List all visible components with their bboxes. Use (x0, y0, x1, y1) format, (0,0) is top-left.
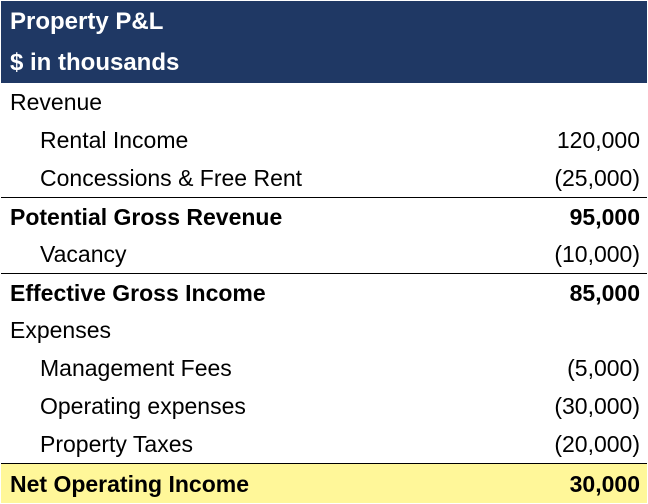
row-label: Effective Gross Income (10, 280, 266, 306)
section-row-revenue: Revenue (1, 83, 647, 121)
row-label: Rental Income (40, 127, 189, 153)
row-value: 30,000 (569, 471, 640, 497)
line-item-property-taxes: Property Taxes (20,000) (1, 425, 647, 463)
row-label: Potential Gross Revenue (10, 204, 283, 230)
table-header: Property P&L $ in thousands (1, 1, 647, 83)
row-value: 120,000 (556, 127, 640, 153)
row-label: Net Operating Income (10, 471, 249, 497)
section-row-expenses: Expenses (1, 311, 647, 349)
subtotal-row-potential-gross-revenue: Potential Gross Revenue 95,000 (1, 197, 647, 235)
line-item-rental-income: Rental Income 120,000 (1, 121, 647, 159)
table-title: Property P&L (10, 8, 164, 35)
subtotal-row-effective-gross-income: Effective Gross Income 85,000 (1, 273, 647, 311)
row-value: (20,000) (554, 431, 640, 457)
row-label: Vacancy (40, 241, 127, 267)
row-label: Management Fees (40, 355, 232, 381)
row-value: 85,000 (569, 280, 640, 306)
total-row-net-operating-income: Net Operating Income 30,000 (1, 463, 647, 503)
row-value: 95,000 (569, 204, 640, 230)
row-label: Expenses (10, 317, 112, 343)
line-item-management-fees: Management Fees (5,000) (1, 349, 647, 387)
pnl-table: Revenue Rental Income 120,000 Concession… (1, 83, 647, 503)
row-label: Revenue (10, 89, 103, 115)
table-subtitle: $ in thousands (10, 49, 180, 76)
row-value: (5,000) (567, 355, 640, 381)
row-value: (30,000) (554, 393, 640, 419)
row-label: Property Taxes (40, 431, 193, 457)
row-label: Concessions & Free Rent (40, 165, 303, 191)
row-label: Operating expenses (40, 393, 246, 419)
line-item-vacancy: Vacancy (10,000) (1, 235, 647, 273)
row-value: (10,000) (554, 241, 640, 267)
line-item-concessions: Concessions & Free Rent (25,000) (1, 159, 647, 197)
line-item-operating-expenses: Operating expenses (30,000) (1, 387, 647, 425)
row-value: (25,000) (554, 165, 640, 191)
